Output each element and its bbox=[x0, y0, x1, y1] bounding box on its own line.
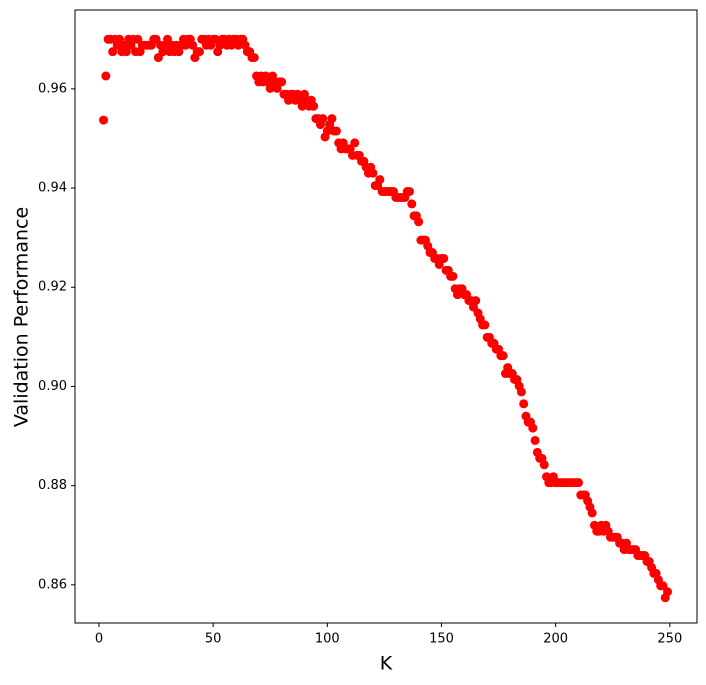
point bbox=[539, 460, 549, 470]
point bbox=[573, 478, 583, 488]
x-tick-label: 0 bbox=[95, 632, 103, 647]
y-tick-label: 0.90 bbox=[38, 379, 67, 394]
point bbox=[108, 47, 118, 57]
point bbox=[327, 114, 337, 124]
point bbox=[350, 138, 360, 148]
point bbox=[448, 271, 458, 281]
point bbox=[99, 115, 109, 125]
x-tick-label: 250 bbox=[657, 632, 682, 647]
point bbox=[530, 435, 540, 445]
x-tick-label: 50 bbox=[205, 632, 222, 647]
point bbox=[249, 53, 259, 63]
point bbox=[405, 187, 415, 197]
point bbox=[663, 587, 673, 597]
point bbox=[265, 83, 275, 93]
point bbox=[519, 399, 529, 409]
point bbox=[101, 71, 111, 81]
x-tick-label: 100 bbox=[315, 632, 340, 647]
point bbox=[516, 387, 526, 397]
point bbox=[414, 217, 424, 227]
point bbox=[331, 126, 341, 136]
plot-frame bbox=[74, 9, 698, 624]
y-tick-label: 0.88 bbox=[38, 478, 67, 493]
y-axis-title: Validation Performance bbox=[11, 207, 33, 427]
point bbox=[498, 351, 508, 361]
x-tick-label: 200 bbox=[543, 632, 568, 647]
point bbox=[194, 47, 204, 57]
y-tick-label: 0.92 bbox=[38, 280, 67, 295]
y-tick-label: 0.86 bbox=[38, 577, 67, 592]
point bbox=[471, 296, 481, 306]
point bbox=[368, 168, 378, 178]
x-axis-title: K bbox=[380, 653, 393, 675]
point bbox=[318, 114, 328, 124]
point bbox=[309, 101, 319, 111]
point bbox=[188, 40, 198, 50]
point bbox=[480, 320, 490, 330]
y-tick-label: 0.96 bbox=[38, 81, 67, 96]
point bbox=[439, 253, 449, 263]
point bbox=[375, 175, 385, 185]
y-tick-label: 0.94 bbox=[38, 181, 67, 196]
point bbox=[528, 423, 538, 433]
point bbox=[407, 199, 417, 209]
x-tick-label: 150 bbox=[429, 632, 454, 647]
point bbox=[277, 77, 287, 87]
point bbox=[587, 508, 597, 518]
point bbox=[121, 47, 131, 57]
